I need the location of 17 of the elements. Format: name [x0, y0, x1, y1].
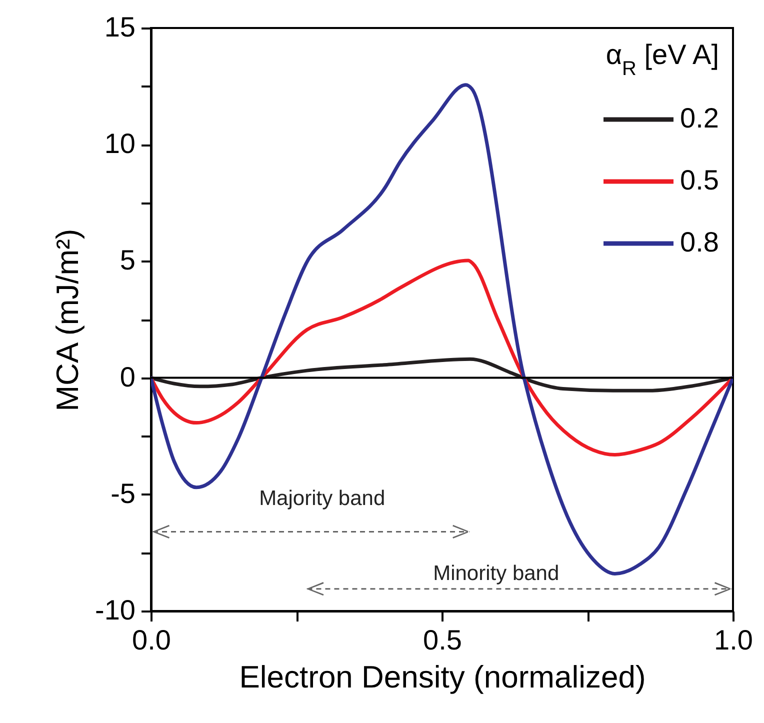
legend-title: α$_{R}$ [eV A]: [606, 39, 719, 80]
y-tick-label: 10: [104, 128, 136, 160]
legend-label: 0.8: [680, 226, 719, 258]
x-axis-title: Electron Density (normalized): [239, 660, 646, 694]
x-tick-label: 1.0: [714, 624, 753, 656]
y-tick-label: -10: [95, 594, 136, 626]
y-axis-title: MCA (mJ/m²): [50, 228, 86, 412]
y-tick-label: 15: [104, 12, 136, 42]
x-tick-label: 0.5: [423, 624, 462, 656]
annotation: Majority band: [259, 486, 386, 510]
y-tick-label: -5: [110, 478, 136, 509]
y-tick-label: 0: [120, 361, 136, 392]
annotation: Minority band: [433, 562, 560, 586]
x-tick-label: 0.0: [132, 624, 171, 656]
y-tick-label: 5: [120, 244, 136, 276]
legend-label: 0.2: [680, 102, 719, 134]
legend-label: 0.5: [680, 164, 719, 196]
